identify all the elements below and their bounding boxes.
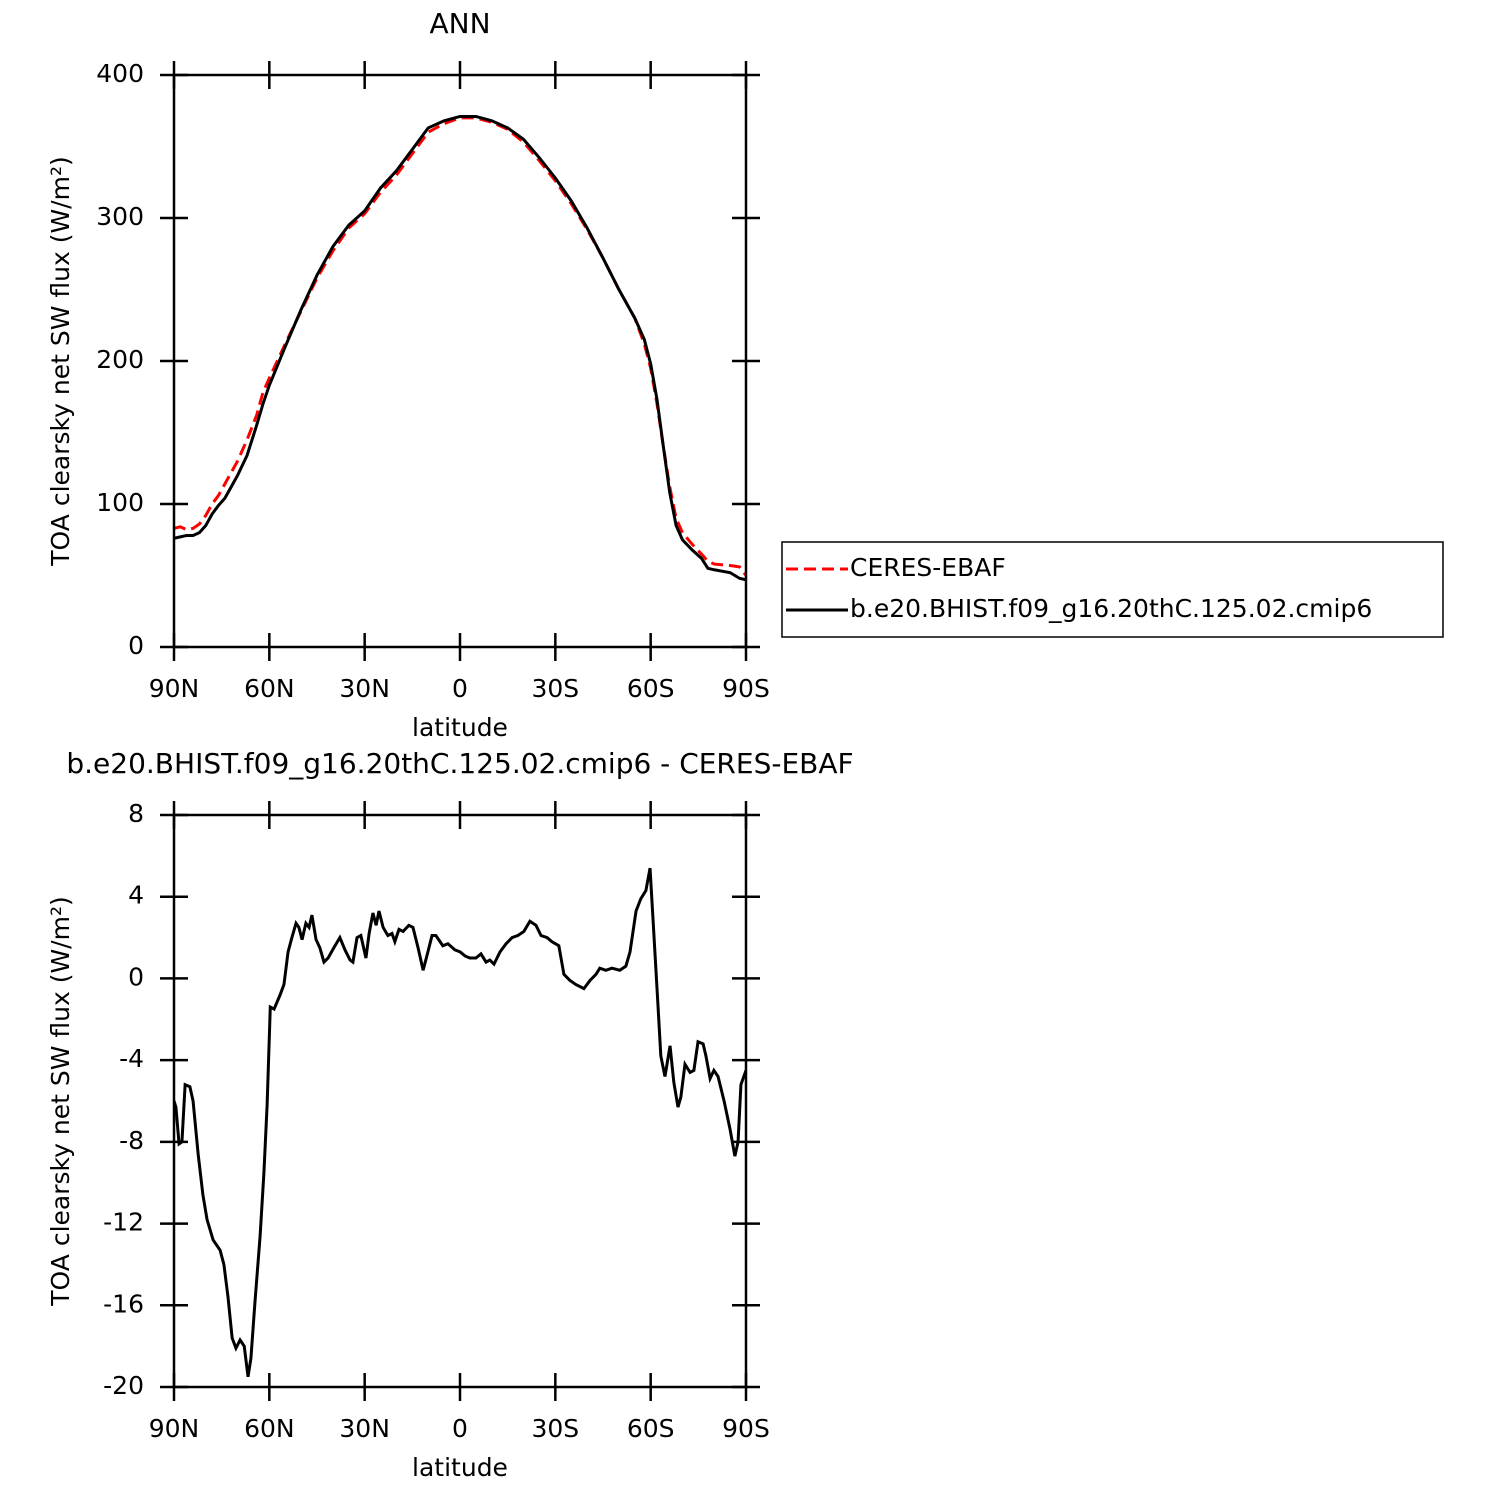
y-tick-label: -4	[119, 1044, 144, 1073]
x-tick-label: 0	[452, 1414, 468, 1443]
x-tick-label: 60N	[244, 674, 295, 703]
y-tick-label: 400	[96, 59, 144, 88]
x-tick-label: 90S	[722, 674, 770, 703]
y-tick-label: -16	[103, 1289, 144, 1318]
legend-box	[781, 541, 1444, 638]
plot-frame	[172, 73, 748, 649]
x-tick-label: 60N	[244, 1414, 295, 1443]
y-tick-label: 4	[128, 881, 144, 910]
y-tick-label: 200	[96, 345, 144, 374]
data-line	[174, 867, 746, 1378]
y-tick-label: -8	[119, 1126, 144, 1155]
x-tick-label: 30N	[339, 1414, 390, 1443]
x-axis-label: latitude	[412, 1453, 508, 1482]
x-tick-label: 0	[452, 674, 468, 703]
chart-title: ANN	[429, 7, 490, 40]
y-tick-label: -12	[103, 1208, 144, 1237]
y-tick-label: 100	[96, 488, 144, 517]
y-tick-label: 0	[128, 631, 144, 660]
data-line	[174, 116, 746, 577]
y-tick-label: 8	[128, 799, 144, 828]
y-axis-label: TOA clearsky net SW flux (W/m²)	[46, 156, 75, 566]
chart-title: b.e20.BHIST.f09_g16.20thC.125.02.cmip6 -…	[66, 747, 853, 780]
x-tick-label: 30N	[339, 674, 390, 703]
y-tick-label: 0	[128, 962, 144, 991]
plot-frame	[172, 813, 748, 1389]
x-tick-label: 60S	[627, 1414, 675, 1443]
y-axis-label: TOA clearsky net SW flux (W/m²)	[46, 896, 75, 1306]
legend-label: b.e20.BHIST.f09_g16.20thC.125.02.cmip6	[850, 594, 1372, 623]
x-tick-label: 30S	[531, 674, 579, 703]
x-tick-label: 60S	[627, 674, 675, 703]
y-tick-label: 300	[96, 202, 144, 231]
x-tick-label: 90N	[149, 674, 200, 703]
legend-label: CERES-EBAF	[850, 553, 1006, 582]
data-line	[174, 114, 746, 582]
y-tick-label: -20	[103, 1371, 144, 1400]
x-axis-label: latitude	[412, 713, 508, 742]
x-tick-label: 90N	[149, 1414, 200, 1443]
x-tick-label: 90S	[722, 1414, 770, 1443]
x-tick-label: 30S	[531, 1414, 579, 1443]
